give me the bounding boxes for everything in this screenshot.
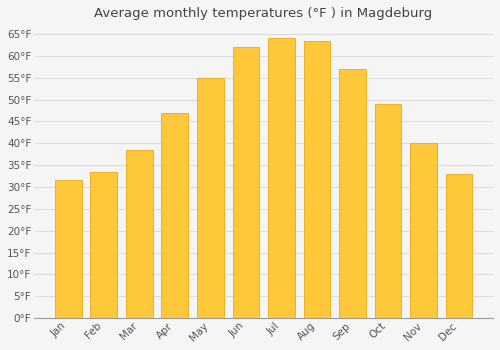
Bar (410, 143, 436, 318)
Bar (90, 172, 117, 318)
Bar (126, 150, 152, 318)
Bar (268, 38, 294, 318)
Bar (55, 181, 82, 318)
Bar (197, 78, 224, 318)
Bar (446, 174, 472, 318)
Bar (232, 47, 259, 318)
Bar (339, 69, 365, 318)
Title: Average monthly temperatures (°F ) in Magdeburg: Average monthly temperatures (°F ) in Ma… (94, 7, 432, 20)
Bar (162, 113, 188, 318)
Bar (374, 104, 401, 318)
Bar (304, 41, 330, 318)
